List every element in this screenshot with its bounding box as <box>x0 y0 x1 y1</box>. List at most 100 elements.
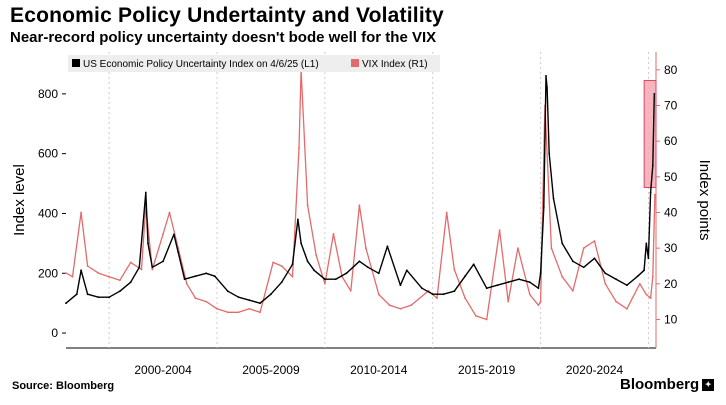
epu-point-20 <box>237 296 240 299</box>
epu-point-70 <box>653 93 656 95</box>
legend: US Economic Policy Uncertainty Index on … <box>68 55 440 72</box>
epu-point-36 <box>386 245 389 248</box>
vix-point-45 <box>485 318 488 321</box>
vix-point-30 <box>332 233 335 235</box>
epu-point-22 <box>259 302 261 305</box>
epu-point-56 <box>552 197 555 200</box>
epu-point-34 <box>367 266 369 269</box>
epu-point-69 <box>651 164 654 167</box>
vix-point-38 <box>410 304 413 307</box>
epu-point-5 <box>108 296 110 299</box>
epu-point-10 <box>147 242 149 245</box>
vix-point-35 <box>377 293 380 296</box>
vix-point-23 <box>280 265 283 267</box>
y-tick-label-2: 400 <box>38 206 58 220</box>
vix-point-47 <box>507 300 510 303</box>
vix-point-14 <box>185 282 188 285</box>
y-tick-label-1: 200 <box>38 266 58 280</box>
epu-point-60 <box>593 257 596 260</box>
epu-point-44 <box>472 263 475 266</box>
y2-tick-label-6: 70 <box>664 98 678 112</box>
epu-point-45 <box>485 287 488 290</box>
vix-point-51 <box>539 300 542 303</box>
epu-point-27 <box>300 242 302 245</box>
epu-point-40 <box>431 293 434 296</box>
epu-point-6 <box>119 290 121 293</box>
epu-point-14 <box>177 251 180 254</box>
vix-point-55 <box>572 290 574 292</box>
vix-point-2 <box>80 211 82 214</box>
y-tick-label-0: 0 <box>51 326 58 340</box>
vix-point-24 <box>291 275 294 278</box>
epu-point-21 <box>248 299 251 302</box>
vix-point-6 <box>119 279 121 282</box>
vix-point-65 <box>654 193 656 196</box>
epu-point-11 <box>151 266 154 269</box>
epu-point-32 <box>345 272 348 275</box>
vix-point-33 <box>358 204 361 207</box>
vix-point-43 <box>464 297 466 299</box>
epu-point-41 <box>442 293 445 296</box>
vix-point-62 <box>645 293 648 296</box>
series-line-epu <box>65 75 655 304</box>
epu-point-24 <box>280 281 283 284</box>
legend-background <box>68 55 440 72</box>
vix-point-53 <box>550 247 553 250</box>
epu-point-39 <box>421 287 423 290</box>
vix-point-16 <box>205 300 208 303</box>
y2-tick-label-7: 80 <box>664 63 678 77</box>
y2-tick-label-0: 10 <box>664 312 678 326</box>
epu-point-47 <box>507 281 510 284</box>
epu-point-49 <box>528 281 531 284</box>
epu-point-25 <box>291 263 294 266</box>
vix-point-18 <box>226 311 229 314</box>
vix-point-29 <box>324 282 326 285</box>
epu-point-68 <box>649 191 652 194</box>
vix-point-50 <box>537 304 540 307</box>
vix-point-20 <box>248 307 251 310</box>
y2-tick-label-4: 50 <box>664 170 678 184</box>
vix-point-49 <box>528 293 531 296</box>
vix-point-0 <box>65 272 67 274</box>
legend-label-epu: US Economic Policy Uncertainty Index on … <box>83 59 319 70</box>
vix-point-63 <box>649 297 652 299</box>
vix-point-21 <box>259 311 261 314</box>
epu-point-12 <box>162 260 165 263</box>
brand-badge-icon: ✦ <box>702 379 715 392</box>
epu-point-54 <box>546 87 548 89</box>
epu-point-33 <box>358 260 361 263</box>
vix-point-44 <box>475 315 477 317</box>
epu-point-51 <box>539 272 542 275</box>
vix-point-5 <box>108 275 110 278</box>
epu-point-29 <box>313 269 315 272</box>
epu-point-61 <box>604 272 607 275</box>
legend-swatch-vix <box>351 59 359 67</box>
vix-point-3 <box>86 265 89 267</box>
vix-point-27 <box>306 204 309 207</box>
epu-point-48 <box>518 278 520 281</box>
epu-point-0 <box>65 302 67 305</box>
epu-point-4 <box>97 296 100 299</box>
vix-point-41 <box>445 211 448 214</box>
epu-point-17 <box>205 272 208 275</box>
y-tick-label-4: 800 <box>38 87 58 101</box>
chart-subtitle: Near-record policy uncertainty doesn't b… <box>10 29 437 46</box>
vix-point-61 <box>638 282 641 285</box>
vix-point-36 <box>388 304 391 307</box>
vix-point-10 <box>151 268 154 271</box>
epu-point-46 <box>496 284 499 287</box>
x-category-label-3: 2015-2019 <box>458 363 516 377</box>
vix-point-60 <box>626 307 628 310</box>
vix-point-64 <box>651 275 654 278</box>
epu-point-23 <box>270 293 272 296</box>
vix-point-54 <box>561 275 564 278</box>
vix-point-11 <box>162 233 165 235</box>
epu-point-58 <box>572 260 574 263</box>
x-category-label-0: 2000-2004 <box>134 363 192 377</box>
series-line-vix <box>65 69 656 321</box>
epu-point-3 <box>86 293 89 296</box>
vix-point-57 <box>593 240 596 242</box>
chart-title: Economic Policy Undertainty and Volatili… <box>10 4 444 27</box>
x-category-label-4: 2020-2024 <box>566 363 624 377</box>
epu-point-28 <box>306 260 309 263</box>
